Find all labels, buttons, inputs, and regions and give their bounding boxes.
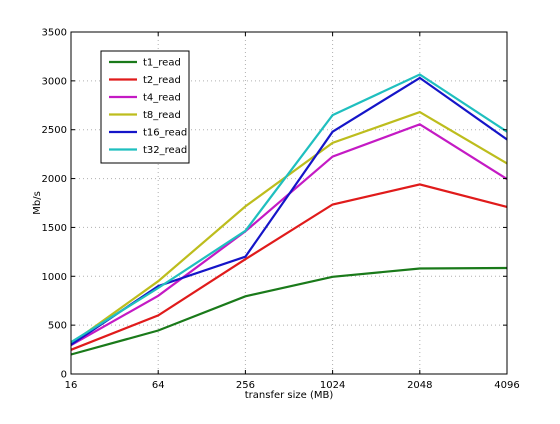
series-line-t32_read [70,73,508,344]
y-tick-label: 1500 [42,223,67,234]
legend-label: t2_read [143,75,181,86]
x-tick-label: 4096 [494,380,519,391]
y-tick-label: 1000 [42,272,67,283]
x-tick-label: 64 [152,380,165,391]
y-tick-label: 3500 [42,28,67,39]
legend-label: t16_read [143,128,187,139]
x-tick-label: 256 [236,380,255,391]
legend-label: t8_read [143,110,181,121]
y-tick-label: 3000 [42,76,67,87]
legend-label: t32_read [143,145,187,156]
x-axis-label: transfer size (MB) [245,390,334,401]
legend-label: t4_read [143,93,181,104]
y-tick-label: 500 [48,321,67,332]
plot-frame [70,31,508,375]
y-tick-label: 2500 [42,125,67,136]
y-tick-label: 0 [61,370,67,381]
tick-layer [70,31,508,375]
tick-label-layer: 0 500 1000 1500 2000 2500 3000 3500 16 64 256 1024 2… [42,28,520,392]
series-layer [70,73,508,356]
y-axis-label: Mb/s [32,191,43,215]
x-tick-label: 2048 [407,380,432,391]
x-tick-label: 1024 [320,380,345,391]
x-tick-label: 16 [65,380,78,391]
series-line-t1_read [70,266,508,356]
legend-box [100,50,190,164]
legend-label: t1_read [143,58,181,69]
legend: t1_read t2_read t4_read t8_read t16_read t32_… [100,50,190,164]
series-line-t2_read [70,183,508,351]
y-tick-label: 2000 [42,174,67,185]
